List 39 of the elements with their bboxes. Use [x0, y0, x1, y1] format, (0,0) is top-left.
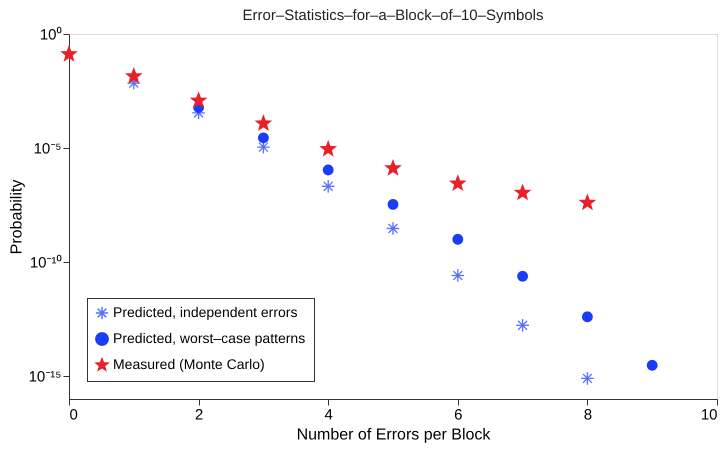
point [514, 184, 530, 200]
x-tick-label: 0 [70, 406, 78, 424]
point [580, 194, 596, 210]
point [450, 175, 466, 190]
point [452, 234, 464, 245]
point [320, 141, 336, 156]
x-axis-title: Number of Errors per Block [296, 426, 492, 444]
point [256, 140, 270, 154]
point [388, 198, 398, 210]
point [61, 46, 77, 61]
x-tick-label: 6 [454, 406, 462, 424]
y-tick-label: 10⁻¹⁰ [30, 254, 62, 272]
legend-label: Predicted, worst–case patterns [113, 330, 306, 346]
chart-title: Error–Statistics–for–a–Block–of–10–Symbols [242, 7, 544, 24]
legend-label: Predicted, independent errors [113, 304, 298, 320]
point [126, 76, 141, 90]
y-axis-title: Probability [8, 180, 26, 254]
point [517, 270, 528, 282]
point [256, 115, 272, 130]
x-tick-label: 10 [700, 406, 718, 424]
y-tick-label: 10⁰ [40, 26, 62, 44]
point [321, 179, 336, 194]
x-tick-label: 4 [324, 406, 333, 424]
y-tick-label: 10⁻⁵ [34, 140, 62, 158]
point [258, 132, 269, 144]
point [386, 221, 400, 236]
x-tick-label: 2 [194, 406, 204, 424]
y-tick-label: 10⁻¹⁵ [28, 368, 62, 386]
point [190, 92, 206, 108]
point [450, 268, 465, 282]
legend-label: Measured (Monte Carlo) [113, 356, 265, 372]
point [516, 318, 530, 332]
point [385, 160, 401, 175]
point [322, 164, 334, 176]
point [126, 68, 142, 83]
point [646, 360, 658, 371]
point [580, 371, 594, 386]
x-tick-label: 8 [584, 406, 592, 424]
point [582, 311, 593, 322]
